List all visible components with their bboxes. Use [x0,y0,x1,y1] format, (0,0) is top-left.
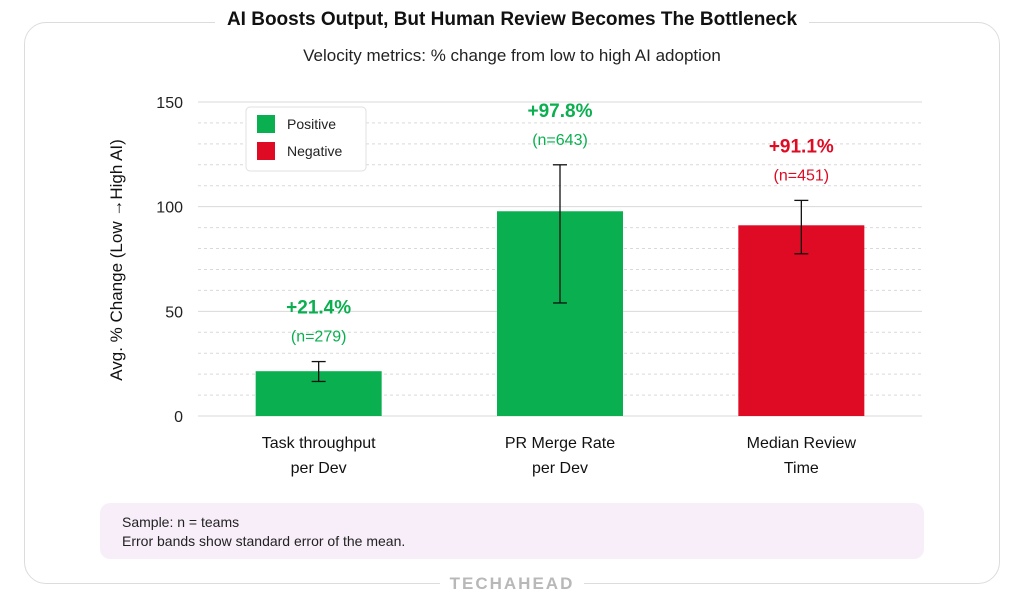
legend-box [245,106,367,172]
bar [738,225,865,416]
y-tick-label: 0 [174,409,183,426]
brand-logo: TECHAHEAD [439,574,585,593]
data-label: +21.4% [286,298,351,319]
x-tick-label: Time [784,460,819,477]
bars: +21.4% (n=279) Task throughput per Dev +97.8… [255,101,865,477]
sample-size-label: (n=279) [291,329,347,346]
y-tick-label: 150 [156,95,183,112]
x-tick-label: per Dev [291,460,347,477]
x-tick-label: PR Merge Rate [505,435,615,452]
bar-chart: 0 50 100 150 Avg. % Change (Low →High AI) +… [107,95,922,477]
y-axis-ticks: 0 50 100 150 [156,95,183,426]
y-axis-label: Avg. % Change (Low →High AI) [107,139,126,381]
legend-label: Negative [287,143,342,159]
x-tick-label: Task throughput [262,435,376,452]
sample-size-label: (n=451) [774,167,830,184]
chart-title: AI Boosts Output, But Human Review Becom… [214,9,810,30]
x-tick-label: Median Review [747,435,857,452]
legend: Positive Negative [245,106,367,172]
note-line-sample: Sample: n = teams [122,514,240,530]
x-tick-label: per Dev [532,460,588,477]
y-tick-label: 50 [165,304,183,321]
note-line-error: Error bands show standard error of the m… [122,533,406,549]
note-box: Sample: n = teams Error bands show stand… [100,503,924,559]
data-label: +91.1% [769,136,834,157]
y-tick-label: 100 [156,200,183,217]
chart-subtitle: Velocity metrics: % change from low to h… [303,46,721,65]
sample-size-label: (n=643) [532,132,588,149]
legend-swatch [257,115,275,133]
legend-swatch [257,142,275,160]
data-label: +97.8% [528,101,593,122]
legend-label: Positive [287,116,336,132]
